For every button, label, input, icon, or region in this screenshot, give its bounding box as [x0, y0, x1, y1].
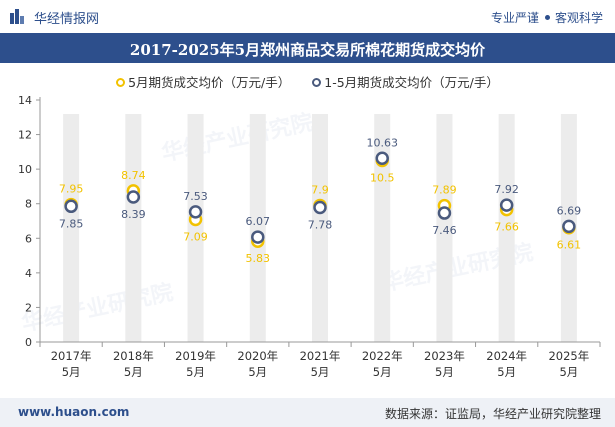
x-tick-label: 5月 — [311, 365, 330, 379]
category-column-bar — [187, 114, 204, 342]
x-tick-label: 5月 — [373, 365, 392, 379]
y-tick-label: 14 — [18, 94, 32, 107]
legend-ytd-label: 1-5月期货成交均价（万元/手） — [324, 75, 499, 90]
may-data-label: 7.89 — [432, 184, 457, 197]
slogan-dot-icon — [544, 15, 550, 20]
y-tick-label: 8 — [25, 198, 32, 211]
x-tick-label: 5月 — [124, 365, 143, 379]
ytd-point — [126, 190, 141, 204]
ytd-point — [562, 219, 576, 234]
slogan: 专业严谨 客观科学 — [491, 9, 603, 26]
x-tick-label: 2023年 — [424, 349, 465, 363]
may-data-label: 7.66 — [494, 221, 519, 234]
ytd-point — [313, 200, 327, 215]
ytd-data-label: 7.92 — [494, 183, 519, 196]
category-column-bar — [125, 114, 142, 342]
x-tick-label: 2025年 — [548, 349, 589, 363]
ytd-data-label: 6.07 — [246, 215, 271, 228]
may-data-label: 8.74 — [121, 169, 146, 182]
may-data-label: 7.9 — [311, 183, 329, 196]
ytd-data-label: 7.78 — [308, 219, 333, 232]
x-tick-label: 5月 — [186, 365, 205, 379]
footer-source: 数据来源：证监局，华经产业研究院整理 — [384, 407, 601, 421]
slogan-left: 专业严谨 — [490, 11, 539, 25]
chart-legend: 5月期货成交均价（万元/手） 1-5月期货成交均价（万元/手） — [0, 72, 615, 94]
x-tick-label: 2018年 — [113, 349, 154, 363]
footer-url: www.huaon.com — [18, 405, 130, 419]
category-column-bar — [63, 114, 80, 342]
chart-title: 2017-2025年5月郑州商品交易所棉花期货成交均价 — [129, 41, 486, 59]
x-tick-label: 2024年 — [486, 349, 527, 363]
may-data-label: 7.09 — [183, 230, 208, 243]
legend-may-label: 5月期货成交均价（万元/手） — [128, 75, 291, 90]
may-data-label: 10.5 — [370, 172, 395, 185]
may-data-label: 7.95 — [59, 183, 84, 196]
y-tick-label: 2 — [25, 301, 32, 314]
ytd-data-label: 7.46 — [432, 224, 457, 237]
ytd-data-label: 6.69 — [557, 204, 582, 217]
category-column-bar — [498, 114, 515, 342]
ytd-point — [251, 230, 265, 244]
y-tick-label: 12 — [18, 129, 32, 142]
x-tick-label: 2022年 — [362, 349, 403, 363]
slogan-right: 客观科学 — [554, 11, 603, 25]
legend-item-ytd: 1-5月期货成交均价（万元/手） — [312, 72, 499, 91]
y-tick-label: 10 — [18, 163, 32, 176]
ytd-data-label: 7.53 — [183, 190, 208, 203]
x-tick-label: 5月 — [62, 365, 81, 379]
x-tick-label: 5月 — [248, 365, 267, 379]
ytd-point — [64, 199, 78, 214]
category-column-bar — [436, 114, 453, 342]
title-bar: 2017-2025年5月郑州商品交易所棉花期货成交均价 — [0, 33, 615, 63]
may-data-label: 6.61 — [557, 239, 582, 252]
x-tick-label: 2017年 — [51, 349, 92, 363]
may-data-label: 5.83 — [246, 252, 271, 265]
ytd-data-label: 7.85 — [59, 217, 84, 230]
x-tick-label: 5月 — [435, 365, 454, 379]
ytd-data-label: 10.63 — [366, 136, 398, 149]
ytd-data-label: 8.39 — [121, 208, 146, 221]
y-tick-label: 6 — [25, 232, 32, 245]
ytd-point — [188, 205, 203, 219]
x-tick-label: 2021年 — [300, 349, 341, 363]
y-tick-label: 4 — [25, 267, 32, 280]
category-column-bar — [249, 114, 266, 342]
x-tick-label: 5月 — [559, 365, 578, 379]
legend-ytd-marker-icon — [312, 78, 322, 87]
top-bar: 华经情报网 专业严谨 客观科学 — [0, 0, 615, 33]
category-column-bar — [374, 114, 391, 342]
legend-may-marker-icon — [116, 78, 126, 87]
legend-item-may: 5月期货成交均价（万元/手） — [116, 72, 290, 91]
category-column-bar — [312, 114, 328, 342]
brand-name: 华经情报网 — [34, 12, 100, 27]
x-tick-label: 5月 — [497, 365, 516, 379]
brand-logo-icon — [10, 9, 24, 24]
ytd-point — [375, 151, 389, 166]
ytd-point — [437, 206, 452, 220]
x-tick-label: 2019年 — [175, 349, 216, 363]
footer: www.huaon.com 数据来源：证监局，华经产业研究院整理 — [0, 398, 615, 427]
ytd-point — [499, 198, 514, 212]
x-tick-label: 2020年 — [237, 349, 278, 363]
y-tick-label: 0 — [25, 336, 32, 349]
